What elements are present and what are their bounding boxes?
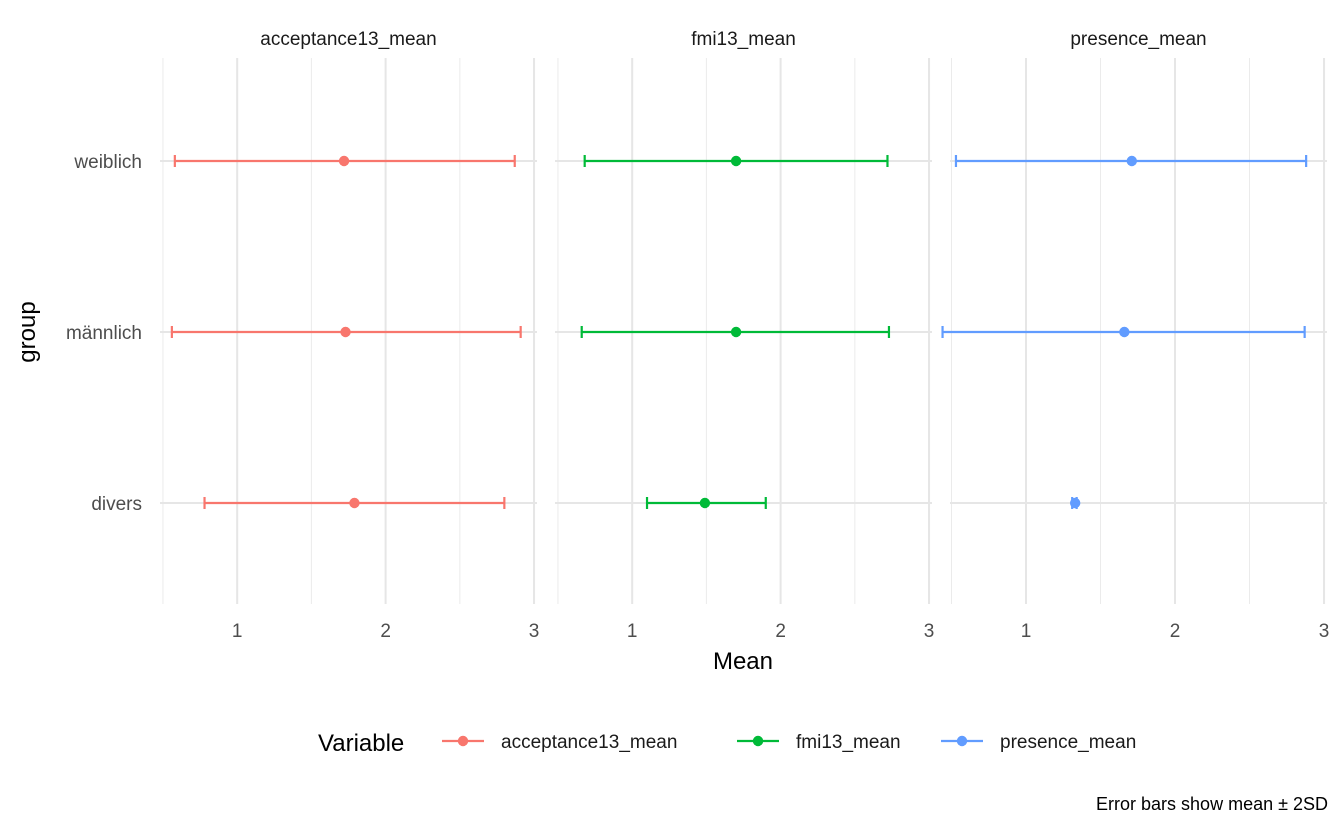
x-tick-label: 2	[1170, 621, 1181, 642]
y-tick-label-divers: divers	[91, 494, 142, 515]
facet-title: presence_mean	[1070, 29, 1206, 50]
mean-point	[349, 497, 360, 509]
x-tick-label: 1	[627, 621, 638, 642]
mean-point	[340, 326, 351, 338]
x-tick-label: 3	[1319, 621, 1330, 642]
legend-label: acceptance13_mean	[501, 732, 677, 753]
legend-label: fmi13_mean	[796, 732, 901, 753]
mean-point	[730, 326, 742, 338]
x-tick-label: 3	[924, 621, 935, 642]
facet-title: fmi13_mean	[691, 29, 796, 50]
x-tick-label: 2	[775, 621, 786, 642]
x-tick-label: 2	[380, 621, 391, 642]
errorbar-weiblich	[173, 155, 516, 167]
mean-point	[338, 155, 350, 167]
legend-item-acceptance13-mean: acceptance13_mean	[442, 732, 677, 753]
facet-fmi13-mean: fmi13_mean 1 2 3	[555, 29, 934, 642]
x-axis-title: Mean	[713, 648, 773, 675]
legend-item-presence-mean: presence_mean	[941, 732, 1136, 753]
legend-item-fmi13-mean: fmi13_mean	[737, 732, 901, 753]
errorbar-mannlich	[170, 326, 522, 338]
legend-key-point	[752, 735, 764, 747]
mean-point	[1126, 155, 1137, 167]
legend-key-point	[457, 735, 469, 747]
errorbar-weiblich	[583, 155, 889, 167]
legend-title: Variable	[318, 730, 404, 757]
y-tick-labels: weiblich männlich divers	[66, 152, 142, 515]
errorbar-weiblich	[954, 155, 1308, 167]
mean-point	[730, 155, 742, 167]
y-axis-title: group	[14, 301, 41, 362]
y-tick-label-weiblich: weiblich	[73, 152, 142, 173]
facet-presence-mean: presence_mean 1 2 3	[941, 29, 1330, 642]
mean-point	[1069, 497, 1081, 509]
facet-acceptance13-mean: acceptance13_mean 1 2 3	[160, 29, 539, 642]
mean-point	[699, 497, 711, 509]
legend-key-point	[956, 735, 968, 747]
x-tick-label: 1	[232, 621, 243, 642]
legend-label: presence_mean	[1000, 732, 1136, 753]
mean-point	[1119, 326, 1130, 338]
errorbar-divers	[645, 497, 767, 509]
errorbar-mannlich	[941, 326, 1306, 338]
errorbar-mannlich	[580, 326, 891, 338]
legend: Variable acceptance13_mean fmi13_mean pres…	[318, 730, 1136, 757]
y-tick-label-mannlich: männlich	[66, 323, 142, 344]
errorbar-divers	[1069, 497, 1081, 509]
facet-title: acceptance13_mean	[260, 29, 436, 50]
x-tick-label: 1	[1021, 621, 1032, 642]
caption: Error bars show mean ± 2SD	[1096, 794, 1328, 814]
errorbar-divers	[203, 497, 506, 509]
x-tick-label: 3	[529, 621, 540, 642]
